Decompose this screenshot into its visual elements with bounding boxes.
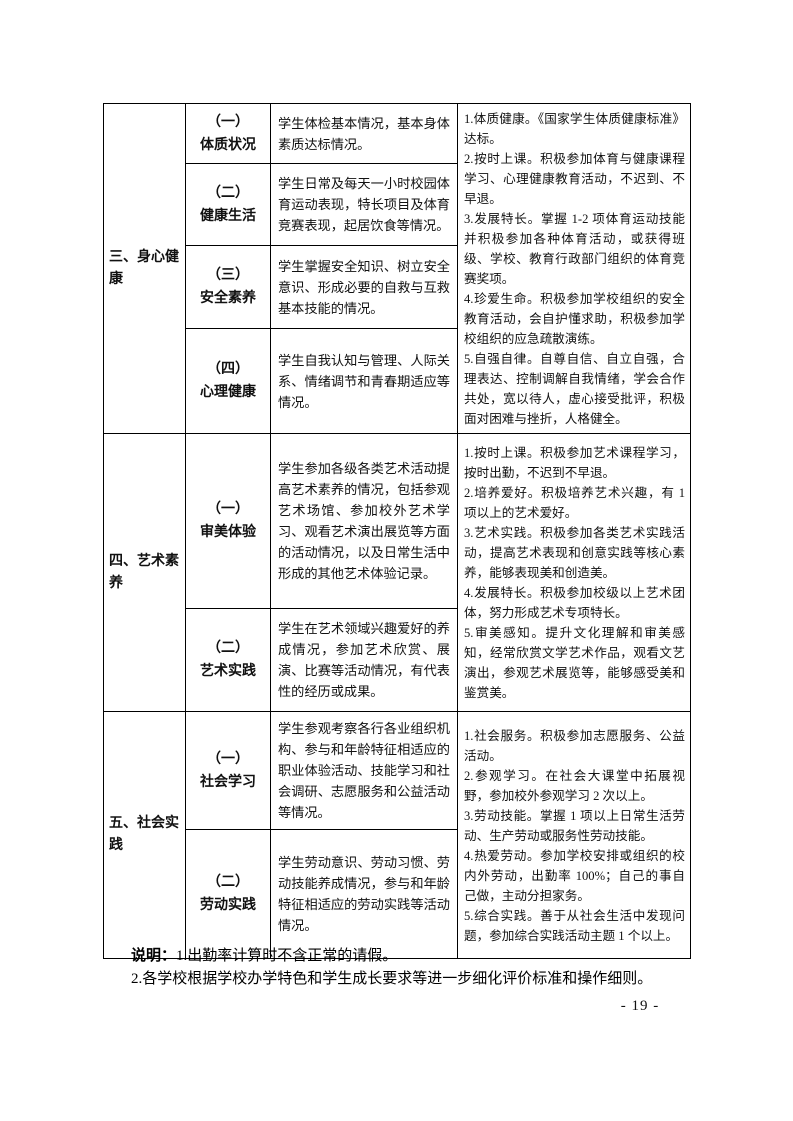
- dimension-title: 艺术实践: [200, 664, 256, 679]
- dimension-cell: （二） 艺术实践: [185, 608, 271, 712]
- dimension-cell: （一） 社会学习: [185, 711, 271, 830]
- category-cell-shenxinjiankang: 三、身心健康: [103, 103, 186, 434]
- dimension-number: （四）: [207, 362, 249, 378]
- standard-item: 1.体质健康。《国家学生体质健康标准》达标。: [464, 112, 685, 146]
- dimension-title: 审美体验: [200, 525, 256, 540]
- standard-item: 4.珍爱生命。积极参加学校组织的安全教育活动，会自护懂求助，积极参加学校组织的应…: [464, 292, 685, 346]
- table-row: （二） 艺术实践 学生在艺术领域兴趣爱好的养成情况，参加艺术欣赏、展演、比赛等活…: [104, 608, 691, 712]
- note-line: 说明：1.出勤率计算时不含正常的请假。: [131, 945, 697, 968]
- dimension-title: 体质状况: [200, 137, 256, 153]
- standard-item: 5.综合实践。善于从社会生活中发现问题，参加综合实践活动主题 1 个以上。: [464, 908, 685, 943]
- dimension-title: 心理健康: [200, 385, 256, 401]
- table-row: 五、社会实践 （一） 社会学习 学生参观考察各行各业组织机构、参与和年龄特征相适…: [103, 711, 691, 959]
- standards-cell: 1.体质健康。《国家学生体质健康标准》达标。 2.按时上课。积极参加体育与健康课…: [457, 103, 691, 434]
- table-row: （二） 健康生活 学生日常及每天一小时校园体育运动表现，特长项目及体育竞赛表现，…: [104, 163, 691, 247]
- standard-item: 5.自强自律。自尊自信、自立自强，合理表达、控制调解自我情绪，学会合作共处，宽以…: [464, 352, 685, 426]
- dimension-desc: 学生体检基本情况，基本身体素质达标情况。: [270, 102, 458, 165]
- standard-item: 5.审美感知。提升文化理解和审美感知，经常欣赏文学艺术作品，观看文艺演出，参观艺…: [464, 626, 685, 700]
- dimension-title: 社会学习: [200, 774, 256, 790]
- dimension-number: （一）: [207, 502, 249, 517]
- dimension-desc: 学生参观考察各行各业组织机构、参与和年龄特征相适应的职业体验活动、技能学习和社会…: [270, 711, 458, 830]
- dimension-number: （二）: [207, 641, 249, 656]
- dimension-cell: （三） 安全素养: [185, 245, 271, 330]
- table-row: （二） 劳动实践 学生劳动意识、劳动习惯、劳动技能养成情况，参与和年龄特征相适应…: [104, 829, 691, 959]
- dimension-desc: 学生劳动意识、劳动习惯、劳动技能养成情况，参与和年龄特征相适应的劳动实践等活动情…: [270, 829, 458, 959]
- table-row: 三、身心健康 （一） 体质状况 学生体检基本情况，基本身体素质达标情况。 1.体…: [103, 102, 691, 434]
- standard-item: 3.劳动技能。掌握 1 项以上日常生活劳动、生产劳动或服务性劳动技能。: [464, 808, 685, 843]
- category-cell-yishusuyang: 四、艺术素养: [103, 433, 186, 712]
- dimension-cell: （二） 劳动实践: [185, 829, 271, 959]
- dimension-number: （二）: [207, 875, 249, 890]
- note-text: 2.各学校根据学校办学特色和学生成长要求等进一步细化评价标准和操作细则。: [131, 970, 653, 987]
- note-text: 1.出勤率计算时不含正常的请假。: [176, 948, 398, 964]
- standard-item: 2.参观学习。在社会大课堂中拓展视野，参加校外参观学习 2 次以上。: [464, 768, 685, 803]
- note-line: 2.各学校根据学校办学特色和学生成长要求等进一步细化评价标准和操作细则。: [131, 968, 697, 991]
- dimension-cell: （四） 心理健康: [185, 328, 271, 434]
- page-number: - 19 -: [620, 998, 660, 1014]
- standard-item: 2.培养爱好。积极培养艺术兴趣，有 1 项以上的艺术爱好。: [464, 486, 685, 520]
- dimension-number: （三）: [207, 268, 249, 284]
- standards-cell: 1.按时上课。积极参加艺术课程学习，按时出勤，不迟到不早退。 2.培养爱好。积极…: [457, 433, 691, 712]
- table-row: （三） 安全素养 学生掌握安全知识、树立安全意识、形成必要的自救与互救基本技能的…: [104, 245, 691, 330]
- dimension-desc: 学生日常及每天一小时校园体育运动表现，特长项目及体育竞赛表现，起居饮食等情况。: [270, 163, 458, 247]
- category-cell-shehuishijian: 五、社会实践: [103, 711, 186, 959]
- dimension-desc: 学生在艺术领域兴趣爱好的养成情况，参加艺术欣赏、展演、比赛等活动情况，有代表性的…: [270, 608, 458, 712]
- dimension-title: 劳动实践: [200, 898, 256, 913]
- dimension-cell: （二） 健康生活: [185, 163, 271, 247]
- table-row: 四、艺术素养 （一） 审美体验 学生参加各级各类艺术活动提高艺术素养的情况，包括…: [103, 433, 691, 712]
- dimension-desc: 学生掌握安全知识、树立安全意识、形成必要的自救与互救基本技能的情况。: [270, 245, 458, 330]
- dimension-desc: 学生参加各级各类艺术活动提高艺术素养的情况，包括参观艺术场馆、参加校外艺术学习、…: [270, 433, 458, 609]
- standard-item: 2.按时上课。积极参加体育与健康课程学习、心理健康教育活动，不迟到、不早退。: [464, 152, 685, 206]
- dimension-desc: 学生自我认知与管理、人际关系、情绪调节和青春期适应等情况。: [270, 328, 458, 434]
- evaluation-table: 三、身心健康 （一） 体质状况 学生体检基本情况，基本身体素质达标情况。 1.体…: [103, 102, 691, 959]
- standard-item: 4.热爱劳动。参加学校安排或组织的校内外劳动，出勤率 100%；自己的事自己做，…: [464, 848, 685, 903]
- dimension-number: （一）: [207, 114, 249, 130]
- dimension-title: 健康生活: [200, 208, 256, 224]
- standards-cell: 1.社会服务。积极参加志愿服务、公益活动。 2.参观学习。在社会大课堂中拓展视野…: [457, 711, 691, 959]
- dimension-number: （一）: [207, 751, 249, 767]
- standard-item: 4.发展特长。积极参加校级以上艺术团体，努力形成艺术专项特长。: [464, 586, 685, 620]
- standard-item: 1.按时上课。积极参加艺术课程学习，按时出勤，不迟到不早退。: [464, 446, 685, 480]
- standard-item: 1.社会服务。积极参加志愿服务、公益活动。: [464, 728, 685, 763]
- dimension-cell: （一） 审美体验: [185, 433, 271, 609]
- table-row: （四） 心理健康 学生自我认知与管理、人际关系、情绪调节和青春期适应等情况。: [104, 328, 691, 434]
- standard-item: 3.发展特长。掌握 1-2 项体育运动技能并积极参加各种体育活动，或获得班级、学…: [464, 212, 685, 286]
- dimension-cell: （一） 体质状况: [185, 102, 271, 165]
- notes-label: 说明：: [131, 948, 177, 964]
- standard-item: 3.艺术实践。积极参加各类艺术实践活动，提高艺术表现和创意实践等核心素养，能够表…: [464, 526, 685, 580]
- dimension-number: （二）: [207, 185, 249, 201]
- dimension-title: 安全素养: [200, 291, 256, 307]
- notes: 说明：1.出勤率计算时不含正常的请假。 2.各学校根据学校办学特色和学生成长要求…: [131, 945, 697, 990]
